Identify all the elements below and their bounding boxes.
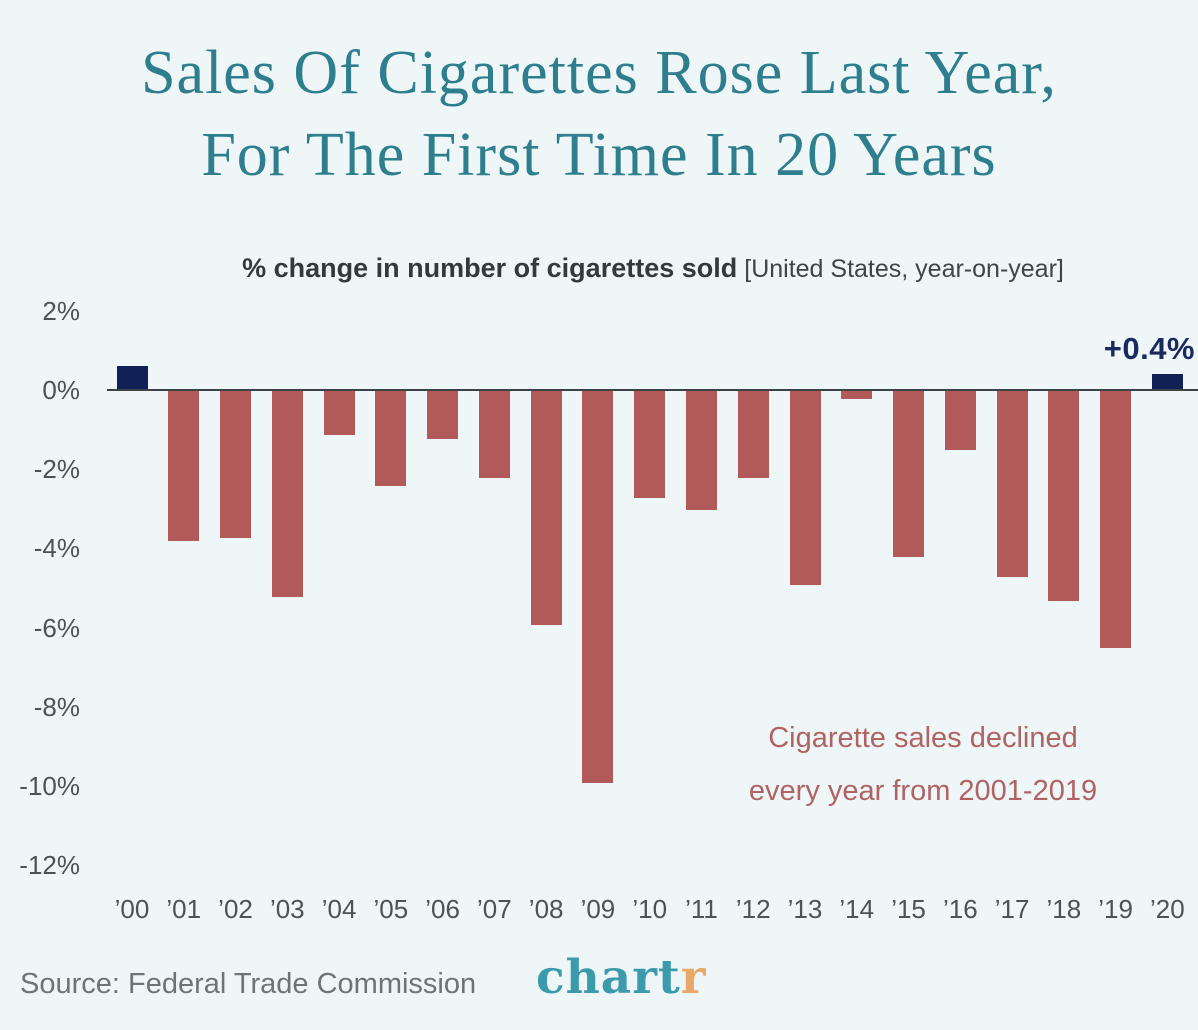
x-tick-18: ’18	[1046, 894, 1082, 924]
x-tick-05: ’05	[373, 894, 409, 924]
bar-09	[582, 391, 614, 783]
x-tick-08: ’08	[528, 894, 564, 924]
x-tick-17: ’17	[994, 894, 1030, 924]
logo-text-r: r	[680, 950, 707, 1005]
y-tick-neg2: -2%	[33, 454, 80, 485]
bar-03	[271, 391, 303, 597]
bar-19	[1100, 391, 1132, 648]
x-tick-19: ’19	[1098, 894, 1133, 924]
bar-08	[530, 391, 562, 625]
bar-02	[220, 391, 252, 538]
title-line-1: Sales Of Cigarettes Rose Last Year,	[141, 39, 1057, 107]
value-label-2020: +0.4%	[1103, 331, 1195, 366]
x-tick-15: ’15	[891, 894, 926, 924]
subtitle-qualifier: [United States, year-on-year]	[744, 255, 1064, 283]
x-tick-11: ’11	[685, 894, 718, 924]
bar-16	[944, 391, 976, 450]
bar-12	[737, 391, 769, 478]
annotation-note: Cigarette sales declined every year from…	[673, 712, 1173, 818]
chartr-logo: chartr	[536, 950, 706, 1005]
bar-06	[427, 391, 459, 439]
y-tick-neg12: -12%	[19, 850, 80, 881]
x-tick-04: ’04	[321, 894, 357, 924]
bar-07	[478, 391, 510, 478]
x-tick-00: ’00	[114, 894, 150, 924]
bar-14	[841, 391, 873, 399]
zero-axis-line	[107, 389, 1198, 391]
x-tick-01: ’01	[166, 894, 202, 924]
source-credit: Source: Federal Trade Commission	[20, 968, 477, 1000]
y-tick-0: 0%	[42, 375, 80, 405]
x-tick-16: ’16	[942, 894, 978, 924]
y-tick-neg6: -6%	[33, 612, 80, 643]
bar-15	[893, 391, 925, 557]
y-tick-neg10: -10%	[19, 771, 80, 801]
x-tick-07: ’07	[477, 894, 512, 924]
x-tick-09: ’09	[580, 894, 616, 924]
bar-17	[996, 391, 1028, 577]
bar-11	[685, 391, 717, 510]
x-tick-14: ’14	[839, 894, 875, 924]
title-line-2: For The First Time In 20 Years	[201, 121, 997, 189]
chart-subtitle: % change in number of cigarettes sold [Un…	[108, 250, 1198, 287]
annotation-line-2: every year from 2001-2019	[748, 775, 1098, 807]
x-tick-06: ’06	[425, 894, 460, 924]
logo-text-chart: chart	[536, 950, 681, 1005]
subtitle-main: % change in number of cigarettes sold	[242, 253, 738, 283]
x-tick-02: ’02	[218, 894, 253, 924]
bar-05	[375, 391, 407, 486]
bar-10	[634, 391, 666, 498]
bar-18	[1048, 391, 1080, 601]
x-tick-10: ’10	[632, 894, 668, 924]
x-tick-03: ’03	[269, 894, 305, 924]
bar-04	[323, 391, 355, 435]
bar-01	[168, 391, 200, 541]
chart-title: Sales Of Cigarettes Rose Last Year, For …	[0, 32, 1198, 196]
x-tick-13: ’13	[787, 894, 823, 924]
x-tick-20: ’20	[1150, 894, 1185, 924]
x-tick-12: ’12	[735, 894, 771, 924]
y-tick-neg8: -8%	[33, 691, 80, 722]
bar-13	[789, 391, 821, 585]
annotation-line-1: Cigarette sales declined	[768, 722, 1078, 754]
bar-20	[1151, 374, 1183, 390]
y-tick-2: 2%	[42, 295, 80, 326]
bar-00	[116, 366, 148, 390]
y-tick-neg4: -4%	[33, 533, 80, 564]
